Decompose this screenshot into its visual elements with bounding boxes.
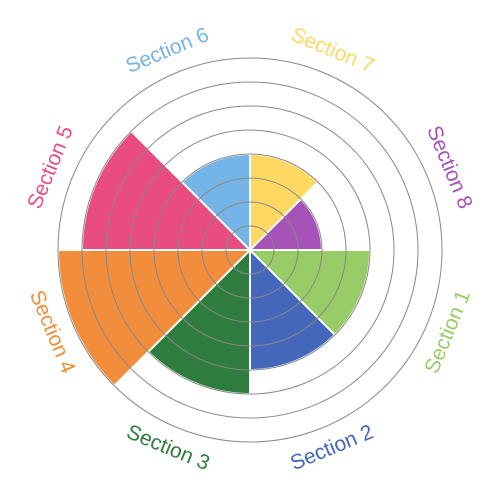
grid-ring bbox=[129, 129, 371, 371]
label-section-7: Section 7 bbox=[288, 23, 378, 78]
label-section-1: Section 1 bbox=[420, 287, 475, 377]
grid-ring bbox=[201, 201, 299, 299]
grid-ring bbox=[105, 105, 395, 395]
label-section-6: Section 6 bbox=[123, 23, 213, 78]
label-section-2: Section 2 bbox=[287, 420, 377, 475]
grid-ring bbox=[57, 57, 443, 443]
slices-layer bbox=[56, 129, 372, 396]
grid-ring bbox=[177, 177, 323, 323]
label-section-3: Section 3 bbox=[123, 420, 213, 475]
grid-ring bbox=[81, 81, 419, 419]
grid-ring bbox=[153, 153, 347, 347]
label-section-8: Section 8 bbox=[422, 123, 477, 213]
rings-layer bbox=[57, 57, 443, 443]
grid-ring bbox=[225, 225, 275, 275]
label-section-5: Section 5 bbox=[23, 123, 78, 213]
